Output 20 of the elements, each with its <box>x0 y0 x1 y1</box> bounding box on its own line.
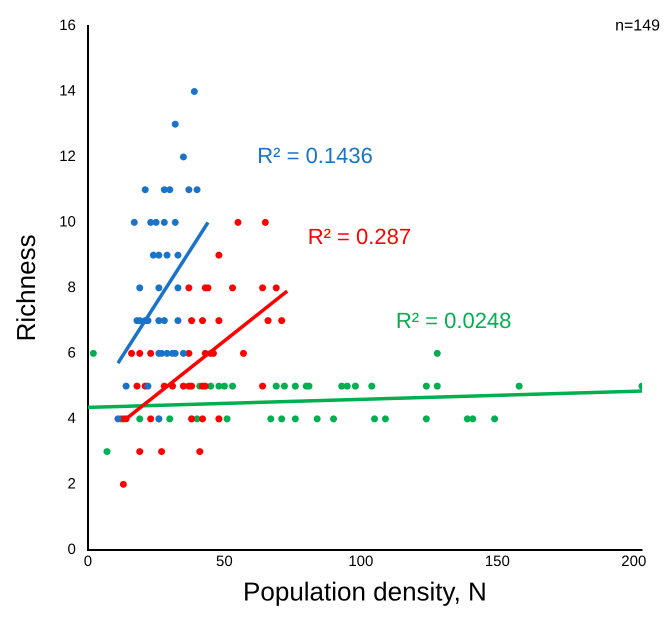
x-tick-label: 150 <box>484 552 510 570</box>
y-axis-title: Richness <box>10 234 41 342</box>
x-tick-label: 0 <box>84 552 92 570</box>
annotation: R² = 0.1436 <box>257 143 373 168</box>
annotation: R² = 0.0248 <box>396 308 512 334</box>
y-tick-label: 4 <box>68 410 76 427</box>
y-tick-label: 6 <box>68 344 76 362</box>
annotation: R² = 0.287 <box>308 224 412 250</box>
y-tick-label: 10 <box>59 214 76 231</box>
y-tick-label: 0 <box>68 540 76 558</box>
y-tick-label: 8 <box>68 279 76 296</box>
x-axis-title: Population density, N <box>243 576 487 607</box>
x-tick-label: 50 <box>216 552 233 570</box>
x-tick-label: 200 <box>621 552 646 570</box>
y-tick-label: 16 <box>59 17 76 34</box>
x-tick-label: 100 <box>348 552 374 570</box>
annotation: n=149 <box>615 17 660 34</box>
y-tick-label: 12 <box>59 148 76 166</box>
y-tick-label: 2 <box>68 475 76 492</box>
y-tick-label: 14 <box>59 82 76 100</box>
